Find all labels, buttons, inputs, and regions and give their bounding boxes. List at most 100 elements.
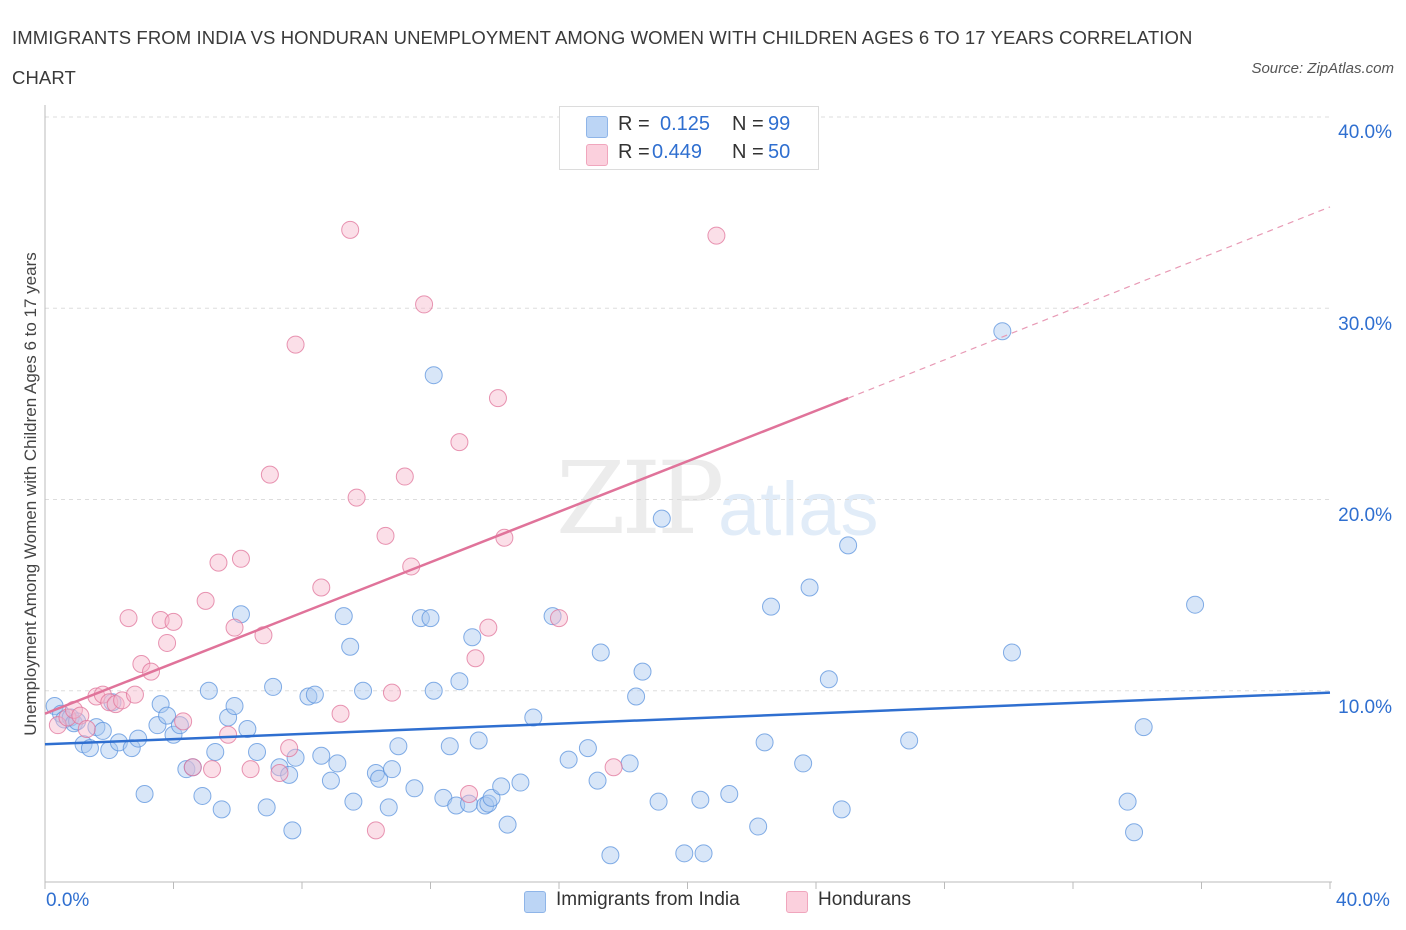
data-point — [749, 817, 768, 836]
data-point — [286, 748, 305, 767]
data-point — [415, 295, 434, 314]
data-point — [164, 612, 183, 631]
data-point — [591, 643, 610, 662]
data-point — [652, 509, 671, 528]
data-point — [601, 846, 620, 865]
data-point — [405, 779, 424, 798]
data-point — [460, 794, 479, 813]
data-point — [839, 536, 858, 555]
legend-n-value: 99 — [768, 113, 791, 135]
data-point — [183, 758, 202, 777]
data-point — [283, 821, 302, 840]
data-point — [543, 607, 562, 626]
data-point — [270, 758, 289, 777]
data-point — [148, 716, 167, 735]
correlation-legend: R = 0.125 N = 99 R = 0.449 N = 50 — [559, 106, 819, 170]
data-point — [219, 725, 238, 744]
data-point — [312, 578, 331, 597]
bottom-legend-label-india: Immigrants from India — [556, 889, 740, 910]
data-point — [395, 467, 414, 486]
trend-line-hondurans — [44, 396, 849, 715]
data-point — [354, 681, 373, 700]
data-point — [675, 844, 694, 863]
data-point — [280, 739, 299, 758]
data-point — [1002, 643, 1021, 662]
data-point — [199, 681, 218, 700]
legend-swatch-india — [586, 116, 608, 138]
data-point — [366, 821, 385, 840]
legend-n-label: N = — [732, 141, 764, 163]
data-point — [620, 754, 639, 773]
data-point — [819, 670, 838, 689]
data-point — [550, 609, 568, 628]
data-point — [129, 729, 148, 748]
data-point — [241, 760, 260, 779]
data-point — [832, 800, 851, 819]
data-point — [135, 785, 154, 804]
data-point — [800, 578, 819, 597]
legend-n-label: N = — [732, 113, 764, 135]
legend-n-value: 50 — [768, 141, 791, 163]
data-point — [463, 628, 482, 647]
data-point — [286, 335, 305, 354]
data-point — [158, 633, 177, 652]
data-point — [225, 697, 244, 716]
data-point — [334, 607, 353, 626]
data-point — [460, 785, 479, 804]
data-point — [694, 844, 713, 863]
data-point — [762, 597, 781, 616]
trend-line-india — [44, 691, 1331, 746]
data-point — [476, 796, 495, 815]
data-point — [151, 695, 170, 714]
data-point — [312, 746, 331, 765]
data-point — [158, 706, 177, 725]
data-point — [511, 773, 530, 792]
data-point — [479, 618, 498, 637]
data-point — [707, 226, 726, 245]
data-point — [1186, 595, 1205, 614]
data-point — [238, 720, 257, 738]
bottom-legend-swatch-india — [524, 891, 546, 913]
data-point — [344, 792, 363, 811]
data-point — [264, 677, 283, 696]
data-point — [450, 672, 469, 691]
data-point — [321, 771, 340, 790]
data-point — [633, 662, 652, 681]
legend-r-value: 0.125 — [660, 113, 711, 135]
data-point — [382, 683, 401, 702]
chart-title: IMMIGRANTS FROM INDIA VS HONDURAN UNEMPL… — [12, 27, 1193, 88]
series-hondurans — [48, 220, 726, 840]
data-point — [382, 760, 401, 779]
data-point — [524, 708, 543, 727]
data-point — [193, 786, 212, 805]
data-point — [488, 389, 507, 408]
data-point — [48, 716, 67, 735]
data-point — [305, 685, 324, 704]
data-point — [212, 800, 231, 819]
data-point — [177, 760, 196, 779]
data-point — [347, 488, 366, 507]
data-point — [257, 798, 276, 817]
data-point — [450, 433, 469, 452]
data-point — [424, 681, 443, 700]
data-point — [482, 788, 501, 807]
data-point — [341, 637, 360, 656]
axes — [44, 105, 1332, 889]
data-point — [225, 618, 244, 637]
data-point — [588, 771, 607, 790]
legend-r-label: R = — [618, 113, 650, 135]
data-point — [196, 591, 215, 610]
data-point — [469, 731, 488, 750]
trend-lines — [44, 206, 1331, 746]
data-point — [794, 754, 813, 773]
data-point — [604, 758, 623, 777]
data-point — [627, 687, 646, 706]
data-point — [77, 720, 96, 738]
x-tick-label-0: 0.0% — [46, 890, 90, 911]
data-point — [755, 733, 774, 752]
data-point — [900, 731, 919, 750]
data-point — [649, 792, 668, 811]
data-point — [248, 742, 267, 761]
data-point — [370, 769, 389, 788]
data-point — [125, 685, 144, 704]
